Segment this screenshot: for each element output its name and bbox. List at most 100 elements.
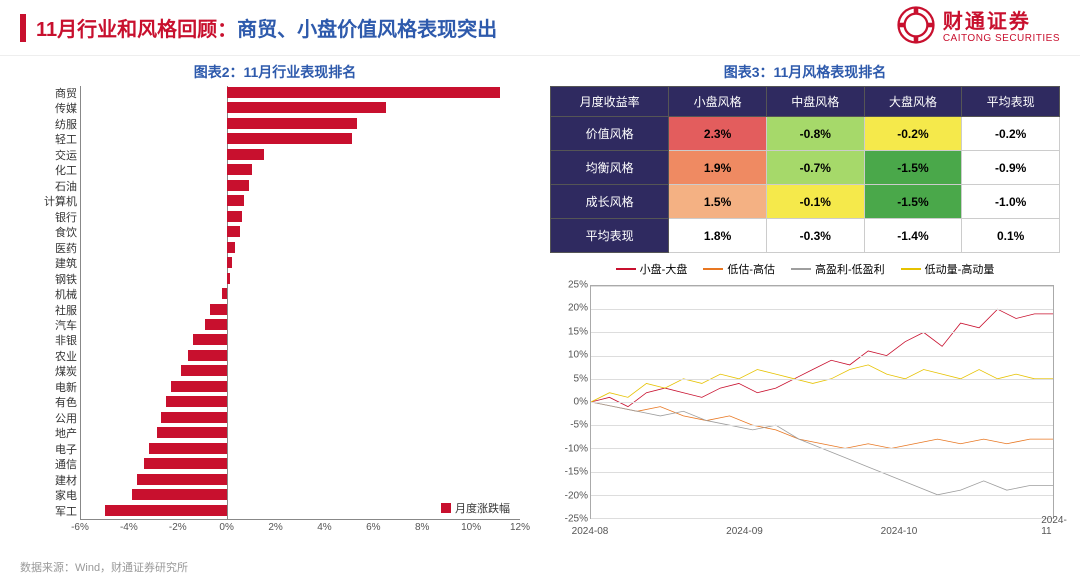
bar-row: 社服	[81, 303, 520, 318]
bar-label: 电新	[21, 379, 77, 395]
bar-row: 化工	[81, 163, 520, 178]
bar	[227, 133, 351, 144]
bar	[161, 412, 227, 423]
bar	[227, 164, 251, 175]
bar-row: 机械	[81, 287, 520, 302]
chart3-title: 图表3：11月风格表现排名	[550, 62, 1060, 82]
line-ytick: 25%	[568, 280, 588, 291]
line-xtick: 2024-08	[572, 526, 609, 537]
bar-row: 商贸	[81, 86, 520, 101]
line-ytick: 15%	[568, 326, 588, 337]
bar-xtick: -4%	[120, 522, 138, 533]
line-ytick: -20%	[565, 490, 588, 501]
bar-label: 传媒	[21, 100, 77, 116]
bar-legend-swatch	[441, 503, 451, 513]
line-legend: 小盘-大盘低估-高估高盈利-低盈利低动量-高动量	[550, 261, 1060, 277]
bar-label: 电子	[21, 441, 77, 457]
bar	[227, 180, 249, 191]
heat-cell: 1.5%	[669, 185, 767, 219]
bar-label: 化工	[21, 162, 77, 178]
bar-row: 通信	[81, 457, 520, 472]
bar-label: 银行	[21, 209, 77, 225]
title-part-a: 11月行业和风格回顾：	[36, 19, 237, 41]
line-ytick: 10%	[568, 350, 588, 361]
bar-row: 建筑	[81, 256, 520, 271]
bar	[166, 396, 227, 407]
bar-xtick: 12%	[510, 522, 530, 533]
bar-legend: 月度涨跌幅	[441, 500, 510, 516]
bar	[227, 273, 229, 284]
bar	[227, 149, 264, 160]
bar-xtick: 8%	[415, 522, 429, 533]
bar-row: 煤炭	[81, 364, 520, 379]
line-legend-item: 低动量-高动量	[901, 261, 995, 277]
company-logo: 财通证券 CAITONG SECURITIES	[897, 6, 1060, 49]
bar-label: 煤炭	[21, 363, 77, 379]
bar-label: 军工	[21, 503, 77, 519]
bar-label: 家电	[21, 487, 77, 503]
heat-cell: -0.2%	[962, 117, 1060, 151]
line-ytick: -5%	[570, 420, 588, 431]
bar	[227, 211, 242, 222]
bar	[193, 334, 227, 345]
heat-cell: 0.1%	[962, 219, 1060, 253]
bar-xtick: 10%	[461, 522, 481, 533]
logo-text-en: CAITONG SECURITIES	[943, 33, 1060, 44]
line-xtick: 2024-11	[1041, 515, 1067, 537]
heat-col-header: 月度收益率	[551, 87, 669, 117]
page-title: 11月行业和风格回顾：商贸、小盘价值风格表现突出	[20, 13, 497, 42]
heat-row-header: 价值风格	[551, 117, 669, 151]
bar	[222, 288, 227, 299]
line-ytick: -25%	[565, 514, 588, 525]
heat-cell: 1.8%	[669, 219, 767, 253]
line-xtick: 2024-10	[881, 526, 918, 537]
chart2-title: 图表2：11月行业表现排名	[20, 62, 530, 82]
bar	[157, 427, 228, 438]
bar-label: 交运	[21, 147, 77, 163]
title-part-b: 商贸、小盘价值风格表现突出	[237, 19, 497, 41]
heat-cell: 1.9%	[669, 151, 767, 185]
bar-row: 石油	[81, 179, 520, 194]
bar	[210, 304, 227, 315]
heat-row-header: 均衡风格	[551, 151, 669, 185]
logo-text-cn: 财通证券	[943, 11, 1060, 33]
heat-col-header: 平均表现	[962, 87, 1060, 117]
bar-xtick: -6%	[71, 522, 89, 533]
bar-label: 非银	[21, 332, 77, 348]
bar-row: 食饮	[81, 225, 520, 240]
line-legend-label: 小盘-大盘	[640, 261, 688, 277]
data-source: 数据来源：Wind，财通证券研究所	[20, 559, 188, 575]
bar-row: 公用	[81, 411, 520, 426]
bar-label: 汽车	[21, 317, 77, 333]
heat-cell: -0.9%	[962, 151, 1060, 185]
line-ytick: 0%	[574, 397, 588, 408]
line-ytick: 5%	[574, 373, 588, 384]
line-series	[591, 309, 1053, 406]
heat-cell: -0.1%	[766, 185, 864, 219]
bar	[188, 350, 227, 361]
bar-label: 医药	[21, 240, 77, 256]
bar-label: 商贸	[21, 85, 77, 101]
bar	[227, 102, 386, 113]
heat-col-header: 大盘风格	[864, 87, 962, 117]
logo-icon	[897, 6, 935, 49]
line-legend-swatch	[791, 268, 811, 270]
bar-row: 医药	[81, 241, 520, 256]
bar-row: 农业	[81, 349, 520, 364]
heat-row-header: 成长风格	[551, 185, 669, 219]
bar	[227, 87, 500, 98]
heat-cell: -0.8%	[766, 117, 864, 151]
heat-cell: -1.5%	[864, 185, 962, 219]
line-legend-swatch	[616, 268, 636, 270]
bar-xtick: 0%	[219, 522, 233, 533]
heat-cell: -1.0%	[962, 185, 1060, 219]
heat-col-header: 中盘风格	[766, 87, 864, 117]
bar	[205, 319, 227, 330]
bar-xtick: 6%	[366, 522, 380, 533]
bar-chart: 商贸传媒纺服轻工交运化工石油计算机银行食饮医药建筑钢铁机械社服汽车非银农业煤炭电…	[20, 86, 530, 546]
heat-table: 月度收益率小盘风格中盘风格大盘风格平均表现价值风格2.3%-0.8%-0.2%-…	[550, 86, 1060, 253]
line-legend-label: 低动量-高动量	[925, 261, 995, 277]
bar-label: 地产	[21, 425, 77, 441]
bar	[132, 489, 227, 500]
heat-cell: -0.7%	[766, 151, 864, 185]
